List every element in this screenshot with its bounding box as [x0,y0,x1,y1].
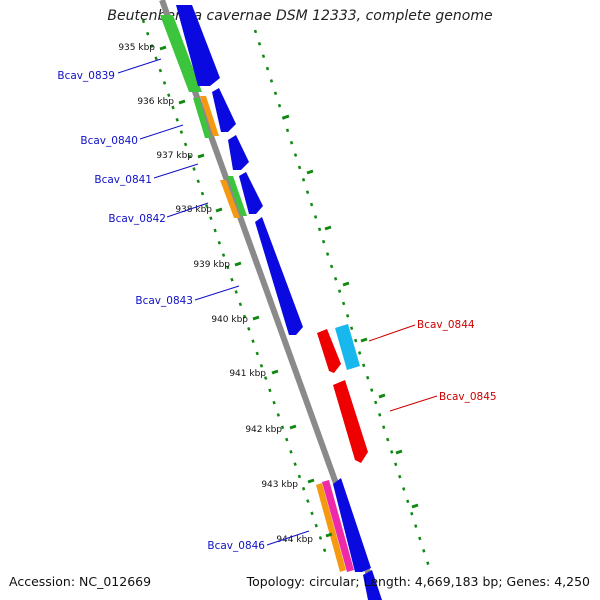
gene-label-bcav-0839[interactable]: Bcav_0839 [57,70,115,82]
major-tick [411,503,419,509]
gene-label-bcav-0842[interactable]: Bcav_0842 [108,213,166,225]
major-tick [307,478,315,484]
major-tick [282,114,290,120]
feature-green-0840 [193,98,211,138]
genome-summary-label: Topology: circular; Length: 4,669,183 bp… [246,574,590,589]
tick-label-941: 941 kbp [229,369,266,379]
major-tick [360,337,368,343]
major-tick [215,207,223,213]
gene-label-bcav-0844[interactable]: Bcav_0844 [417,319,475,331]
feature-red-0845 [333,380,368,463]
feature-blue-0843 [255,217,303,335]
map-title: Beutenbergia cavernae DSM 12333, complet… [107,8,493,24]
feature-magenta-0846 [322,480,354,572]
tick-label-935: 935 kbp [118,43,155,53]
leader-line-0841 [153,163,199,179]
gene-label-bcav-0846[interactable]: Bcav_0846 [207,540,265,552]
major-tick [252,315,260,321]
tick-label-936: 936 kbp [137,97,174,107]
gene-label-bcav-0840[interactable]: Bcav_0840 [80,135,138,147]
gene-label-bcav-0843[interactable]: Bcav_0843 [135,295,193,307]
feature-orange-0846 [316,483,346,572]
feature-blue-0846 [333,478,371,572]
tick-label-938: 938 kbp [175,205,212,215]
accession-label: Accession: NC_012669 [9,574,152,589]
tick-label-940: 940 kbp [211,315,248,325]
feature-green-0839 [160,15,202,92]
feature-red-0844 [317,329,341,373]
major-tick [342,281,350,287]
major-tick [325,532,333,538]
leader-line-0844 [368,324,416,342]
tick-label-939: 939 kbp [193,260,230,270]
feature-orange-0842 [220,180,240,218]
major-tick [271,369,279,375]
tick-label-944: 944 kbp [276,535,313,545]
leader-line-0845 [389,395,438,412]
tick-label-937: 937 kbp [156,151,193,161]
gene-label-bcav-0845[interactable]: Bcav_0845 [439,391,497,403]
feature-cyan-0844 [335,324,360,370]
feature-blue-0847 [363,570,382,600]
tick-label-943: 943 kbp [261,480,298,490]
leader-line-0843 [194,285,240,301]
feature-blue-0841 [228,135,249,170]
major-tick [178,99,186,105]
leader-line-0839 [117,58,162,74]
leader-line-0842 [166,202,209,218]
feature-blue-0842 [239,172,263,214]
major-tick [324,225,332,231]
feature-blue-0840 [212,88,236,132]
major-tick [378,393,386,399]
feature-blue-0839 [176,5,220,86]
major-tick [306,169,314,175]
major-tick [197,153,205,159]
major-tick [159,45,167,51]
major-tick [234,261,242,267]
leader-line-0846 [266,530,310,546]
feature-orange-0840 [200,96,219,136]
feature-green-0842 [227,176,247,216]
leader-line-0840 [139,124,184,140]
major-ticks [159,45,419,538]
gene-label-bcav-0841[interactable]: Bcav_0841 [94,174,152,186]
major-tick [395,449,403,455]
major-tick [289,424,297,430]
tick-label-942: 942 kbp [245,425,282,435]
